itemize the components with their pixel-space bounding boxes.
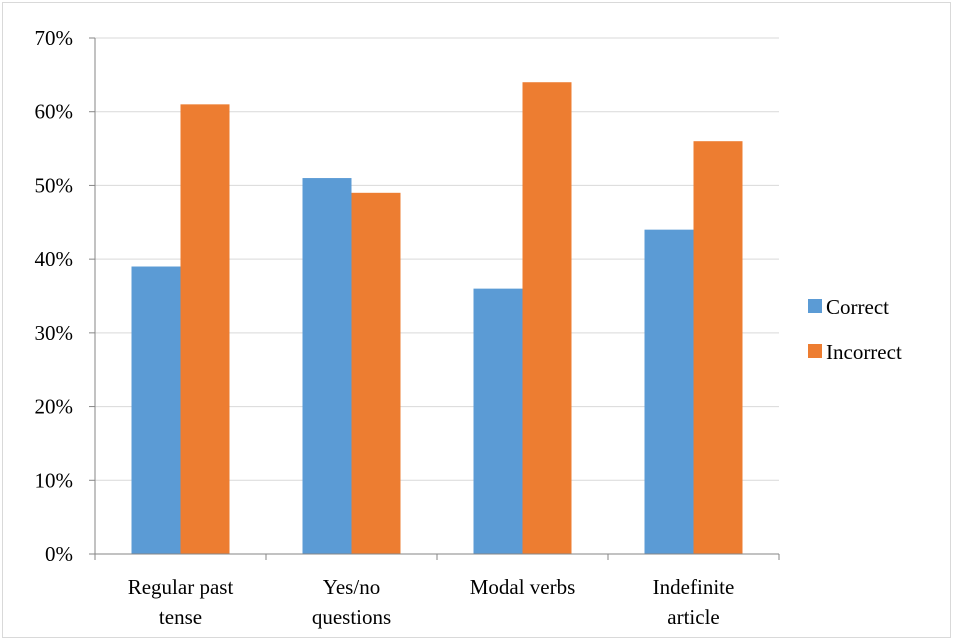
bar-correct-0	[131, 266, 181, 554]
bar-incorrect-2	[522, 82, 572, 554]
x-category-label: questions	[312, 605, 391, 629]
x-category-label: Yes/no	[323, 575, 380, 599]
y-tick-label: 40%	[35, 247, 74, 271]
legend-label-incorrect: Incorrect	[826, 340, 902, 364]
x-category-label: Modal verbs	[470, 575, 576, 599]
x-category-label: Regular past	[128, 575, 234, 599]
y-tick-labels: 0% 10% 20% 30% 40% 50% 60% 70%	[35, 26, 74, 566]
legend-swatch-correct	[808, 299, 822, 313]
bar-incorrect-1	[351, 192, 401, 555]
legend-label-correct: Correct	[826, 295, 889, 319]
x-category-label: Indefinite	[653, 575, 735, 599]
y-tick-label: 20%	[35, 395, 74, 419]
x-category-labels: Regular past tense Yes/no questions Modal ve…	[128, 575, 735, 629]
y-tick-label: 30%	[35, 321, 74, 345]
legend: Correct Incorrect	[808, 295, 902, 364]
x-category-label: article	[667, 605, 719, 629]
y-tick-label: 50%	[35, 173, 74, 197]
bar-correct-3	[644, 229, 694, 554]
bar-incorrect-0	[180, 104, 230, 554]
legend-swatch-incorrect	[808, 344, 822, 358]
y-tick-label: 0%	[45, 542, 73, 566]
bar-correct-1	[302, 178, 352, 555]
bar-incorrect-3	[693, 141, 743, 554]
axes	[89, 37, 780, 560]
y-tick-label: 70%	[35, 26, 74, 50]
x-category-label: tense	[159, 605, 202, 629]
bar-correct-2	[473, 288, 523, 554]
bars	[131, 82, 743, 555]
y-tick-label: 10%	[35, 468, 74, 492]
y-tick-label: 60%	[35, 100, 74, 124]
